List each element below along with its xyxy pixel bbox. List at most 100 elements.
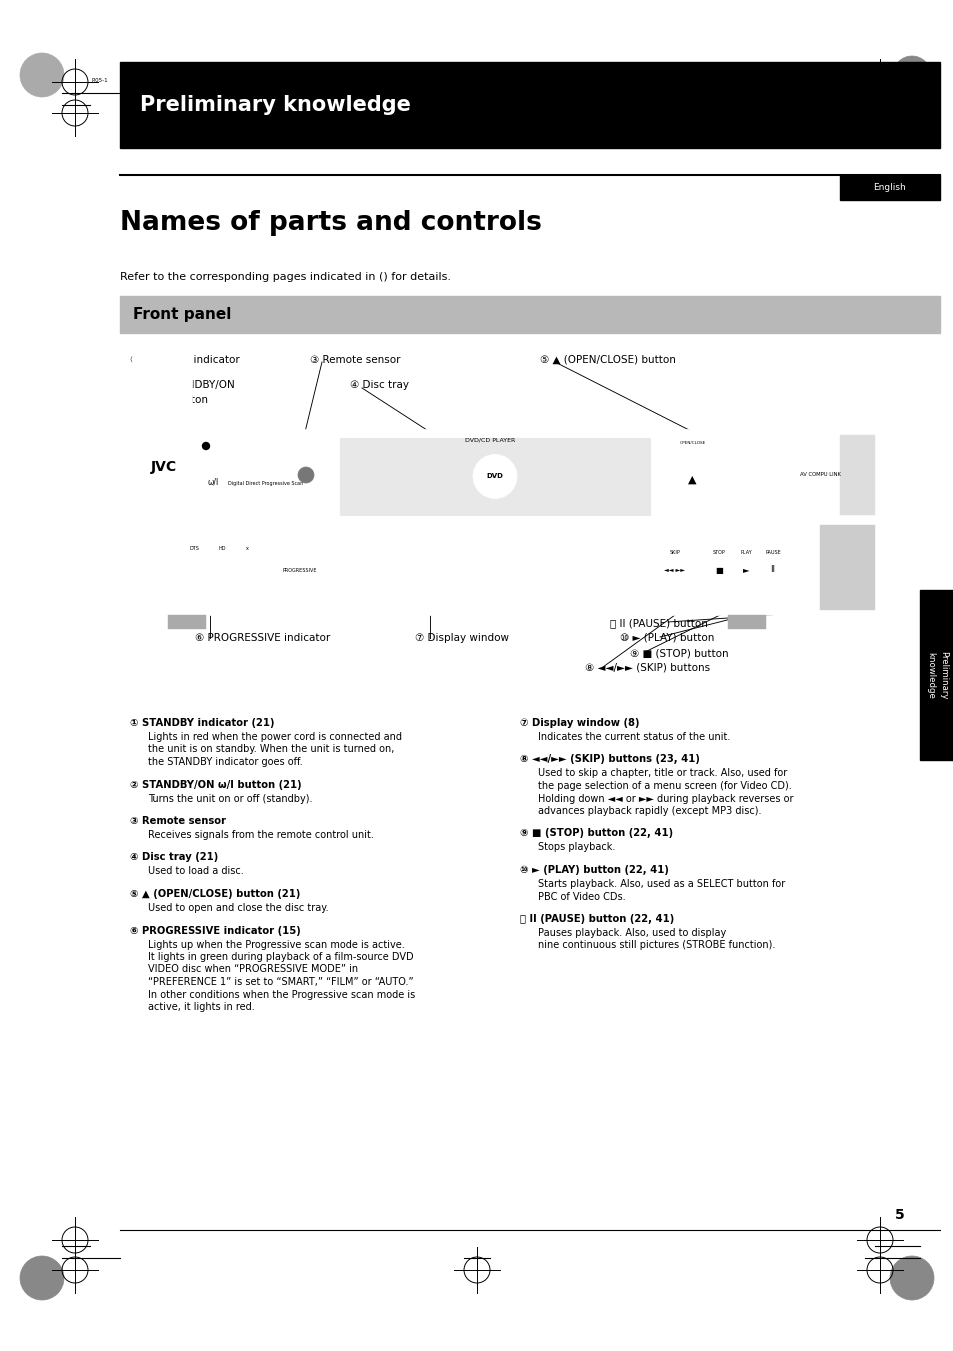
Circle shape bbox=[889, 1256, 933, 1300]
Text: PROGRESSIVE: PROGRESSIVE bbox=[283, 567, 317, 573]
Text: Pauses playback. Also, used to display: Pauses playback. Also, used to display bbox=[537, 928, 725, 938]
Text: the STANDBY indicator goes off.: the STANDBY indicator goes off. bbox=[148, 757, 302, 767]
Text: the unit is on standby. When the unit is turned on,: the unit is on standby. When the unit is… bbox=[148, 744, 394, 754]
Bar bbox=[200, 453, 226, 512]
Text: ◄◄ ►►: ◄◄ ►► bbox=[664, 567, 685, 573]
Text: Lights up when the Progressive scan mode is active.: Lights up when the Progressive scan mode… bbox=[148, 939, 404, 950]
Text: ⑦ Display window (8): ⑦ Display window (8) bbox=[519, 717, 639, 728]
Bar bbox=[734, 544, 757, 594]
Text: English: English bbox=[873, 182, 905, 192]
Text: ⑦ Display window: ⑦ Display window bbox=[415, 634, 509, 643]
Text: SKIP: SKIP bbox=[669, 550, 679, 555]
Bar bbox=[339, 528, 629, 607]
Bar bbox=[339, 438, 649, 515]
Text: In other conditions when the Progressive scan mode is: In other conditions when the Progressive… bbox=[148, 989, 415, 1000]
Bar bbox=[919, 590, 953, 761]
Text: DTS: DTS bbox=[189, 547, 199, 551]
Text: Preliminary knowledge: Preliminary knowledge bbox=[140, 95, 411, 115]
Circle shape bbox=[202, 443, 210, 450]
Text: PAUSE: PAUSE bbox=[764, 550, 781, 555]
Text: ② STANDBY/ON: ② STANDBY/ON bbox=[154, 380, 234, 390]
Bar bbox=[840, 176, 939, 200]
Text: ④ Disc tray (21): ④ Disc tray (21) bbox=[130, 852, 218, 862]
Text: ⑪ II (PAUSE) button (22, 41): ⑪ II (PAUSE) button (22, 41) bbox=[519, 915, 674, 924]
Text: Front panel: Front panel bbox=[132, 307, 232, 322]
Bar bbox=[168, 615, 206, 630]
Text: ▲: ▲ bbox=[687, 476, 696, 485]
Text: ω/I: ω/I bbox=[207, 477, 218, 486]
Text: nine continuous still pictures (STROBE function).: nine continuous still pictures (STROBE f… bbox=[537, 940, 775, 951]
Text: PLAY: PLAY bbox=[740, 550, 751, 555]
Text: “PREFERENCE 1” is set to “SMART,” “FILM” or “AUTO.”: “PREFERENCE 1” is set to “SMART,” “FILM”… bbox=[148, 977, 414, 988]
Text: x: x bbox=[245, 547, 248, 551]
Bar bbox=[727, 615, 765, 630]
Text: Starts playback. Also, used as a SELECT button for: Starts playback. Also, used as a SELECT … bbox=[537, 880, 784, 889]
Text: advances playback rapidly (except MP3 disc).: advances playback rapidly (except MP3 di… bbox=[537, 807, 760, 816]
Text: ③ Remote sensor: ③ Remote sensor bbox=[130, 816, 226, 825]
Text: ⑨ ■ (STOP) button (22, 41): ⑨ ■ (STOP) button (22, 41) bbox=[519, 828, 673, 839]
Text: ►: ► bbox=[742, 566, 748, 574]
Bar bbox=[761, 544, 783, 594]
Text: ⑩ ► (PLAY) button: ⑩ ► (PLAY) button bbox=[619, 634, 714, 643]
Text: ⑧ ◄◄/►► (SKIP) buttons (23, 41): ⑧ ◄◄/►► (SKIP) buttons (23, 41) bbox=[519, 754, 700, 765]
Text: ① STANDBY indicator (21): ① STANDBY indicator (21) bbox=[130, 717, 274, 728]
Bar bbox=[239, 540, 254, 558]
Bar bbox=[820, 526, 874, 611]
Text: DVD/CD PLAYER: DVD/CD PLAYER bbox=[464, 438, 515, 443]
Bar bbox=[132, 434, 195, 516]
Text: ① STANDBY indicator: ① STANDBY indicator bbox=[130, 355, 239, 365]
Text: Stops playback.: Stops playback. bbox=[537, 843, 615, 852]
Text: ⑥ PROGRESSIVE indicator (15): ⑥ PROGRESSIVE indicator (15) bbox=[130, 925, 300, 935]
Text: active, it lights in red.: active, it lights in red. bbox=[148, 1002, 254, 1012]
Bar bbox=[128, 520, 887, 615]
Text: ω/I button: ω/I button bbox=[154, 394, 208, 405]
Circle shape bbox=[892, 55, 930, 95]
Text: ⑩ ► (PLAY) button (22, 41): ⑩ ► (PLAY) button (22, 41) bbox=[519, 865, 668, 875]
Text: II: II bbox=[770, 566, 775, 574]
Text: DVD: DVD bbox=[486, 473, 503, 480]
Text: ④ Disc tray: ④ Disc tray bbox=[350, 380, 409, 390]
Text: Holding down ◄◄ or ►► during playback reverses or: Holding down ◄◄ or ►► during playback re… bbox=[537, 793, 793, 804]
Circle shape bbox=[297, 467, 314, 484]
Circle shape bbox=[20, 1256, 64, 1300]
Text: AV COMPU LINK: AV COMPU LINK bbox=[799, 473, 840, 477]
Bar bbox=[840, 435, 874, 515]
Text: Used to skip a chapter, title or track. Also, used for: Used to skip a chapter, title or track. … bbox=[537, 769, 786, 778]
Bar bbox=[707, 544, 729, 594]
Bar bbox=[183, 540, 205, 558]
Bar bbox=[120, 62, 939, 149]
Text: JVC: JVC bbox=[151, 459, 177, 474]
Bar bbox=[649, 544, 700, 594]
Text: ■: ■ bbox=[715, 566, 722, 574]
Text: Receives signals from the remote control unit.: Receives signals from the remote control… bbox=[148, 830, 374, 840]
Text: Refer to the corresponding pages indicated in () for details.: Refer to the corresponding pages indicat… bbox=[120, 272, 451, 282]
Text: Preliminary
knowledge: Preliminary knowledge bbox=[925, 651, 947, 700]
Text: ⑤ ▲ (OPEN/CLOSE) button (21): ⑤ ▲ (OPEN/CLOSE) button (21) bbox=[130, 889, 300, 898]
Text: It lights in green during playback of a film-source DVD: It lights in green during playback of a … bbox=[148, 952, 414, 962]
Bar bbox=[120, 700, 939, 1065]
Text: Lights in red when the power cord is connected and: Lights in red when the power cord is con… bbox=[148, 732, 401, 742]
Circle shape bbox=[20, 53, 64, 97]
Bar bbox=[211, 540, 233, 558]
Text: P.05-1: P.05-1 bbox=[91, 77, 109, 82]
Text: Indicates the current status of the unit.: Indicates the current status of the unit… bbox=[537, 732, 730, 742]
Text: STOP: STOP bbox=[712, 550, 724, 555]
Text: 5: 5 bbox=[894, 1208, 904, 1223]
Text: VIDEO disc when “PROGRESSIVE MODE” in: VIDEO disc when “PROGRESSIVE MODE” in bbox=[148, 965, 357, 974]
Text: Used to load a disc.: Used to load a disc. bbox=[148, 866, 244, 877]
Text: the page selection of a menu screen (for Video CD).: the page selection of a menu screen (for… bbox=[537, 781, 791, 790]
Text: Turns the unit on or off (standby).: Turns the unit on or off (standby). bbox=[148, 793, 313, 804]
Text: ⑪ II (PAUSE) button: ⑪ II (PAUSE) button bbox=[609, 617, 707, 628]
Bar bbox=[120, 296, 939, 332]
Text: ⑧ ◄◄/►► (SKIP) buttons: ⑧ ◄◄/►► (SKIP) buttons bbox=[584, 663, 709, 673]
Circle shape bbox=[473, 454, 517, 499]
Text: Used to open and close the disc tray.: Used to open and close the disc tray. bbox=[148, 902, 328, 913]
Bar bbox=[128, 430, 887, 520]
Text: ⑨ ■ (STOP) button: ⑨ ■ (STOP) button bbox=[629, 648, 728, 658]
Text: ③ Remote sensor: ③ Remote sensor bbox=[310, 355, 400, 365]
Text: HD: HD bbox=[218, 547, 226, 551]
Text: ⑤ ▲ (OPEN/CLOSE) button: ⑤ ▲ (OPEN/CLOSE) button bbox=[539, 355, 675, 365]
Text: OPEN/CLOSE: OPEN/CLOSE bbox=[679, 440, 705, 444]
Text: ② STANDBY/ON ω/I button (21): ② STANDBY/ON ω/I button (21) bbox=[130, 780, 301, 789]
Text: Names of parts and controls: Names of parts and controls bbox=[120, 209, 541, 236]
